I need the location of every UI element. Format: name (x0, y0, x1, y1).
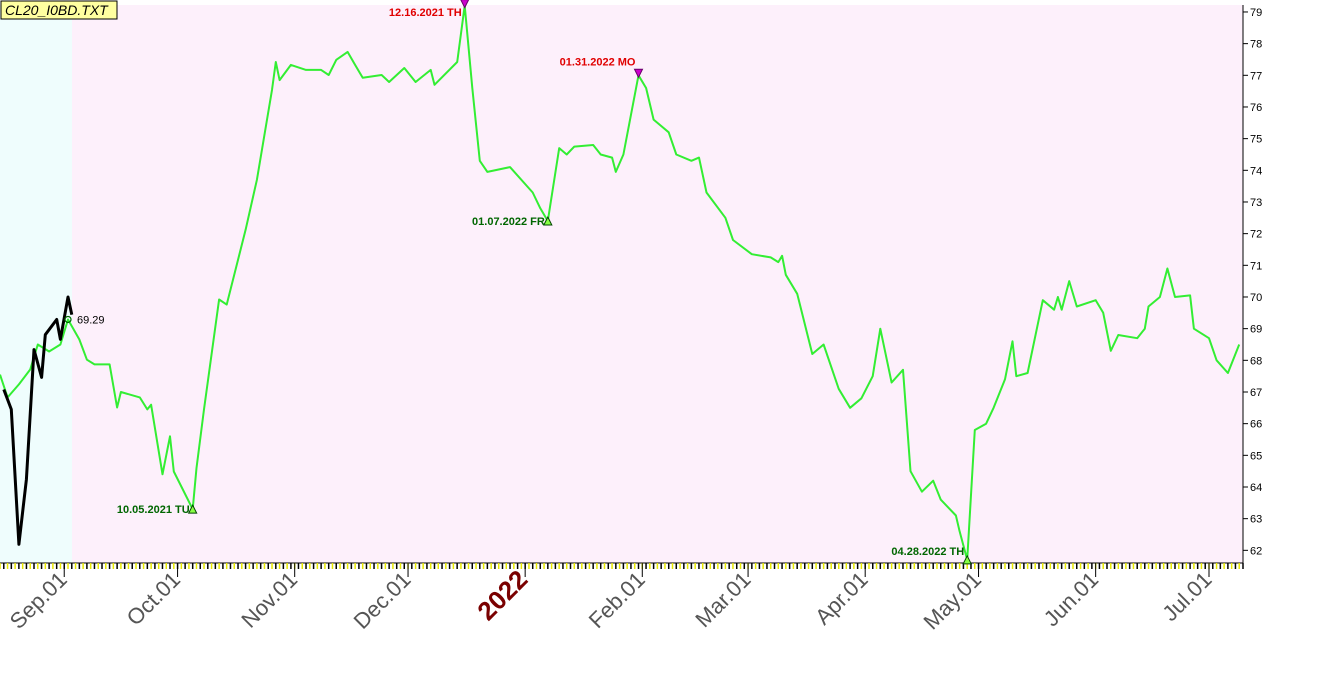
y-tick-label: 74 (1250, 165, 1262, 177)
low-marker (187, 504, 198, 514)
y-tick-label: 77 (1250, 70, 1262, 82)
y-tick-label: 79 (1250, 7, 1262, 19)
y-tick-label: 71 (1250, 260, 1262, 272)
y-tick-label: 68 (1250, 355, 1262, 367)
close-marker (64, 315, 72, 324)
y-tick-label: 75 (1250, 134, 1262, 146)
low-label: 01.07.2022 FR (472, 216, 545, 228)
y-tick-label: 63 (1250, 514, 1262, 526)
x-tick-label: May.01 (919, 567, 987, 635)
price-line (0, 4, 1241, 561)
low-marker (962, 554, 973, 565)
y-tick-label: 76 (1250, 102, 1262, 114)
x-tick-label: Nov.01 (236, 567, 302, 633)
low-label: 10.05.2021 TU (117, 504, 190, 516)
y-tick-label: 70 (1250, 292, 1262, 304)
x-tick-label: Jul.01 (1157, 567, 1216, 626)
high-marker (460, 0, 470, 9)
low-label: 04.28.2022 TH (891, 546, 964, 558)
x-tick-label: Mar.01 (690, 567, 755, 632)
chart-title: CL20_I0BD.TXT (5, 2, 109, 18)
high-label: 12.16.2021 TH (389, 7, 462, 19)
y-tick-label: 73 (1250, 197, 1262, 209)
x-tick-label: Jun.01 (1039, 567, 1103, 631)
high-label: 01.31.2022 MO (560, 56, 636, 68)
y-tick-label: 66 (1250, 419, 1262, 431)
title-box (0, 0, 118, 20)
y-tick-label: 78 (1250, 39, 1262, 51)
low-marker (543, 215, 553, 226)
y-tick-label: 67 (1250, 387, 1262, 399)
price-line (2, 295, 74, 546)
plot-background (0, 5, 1243, 563)
y-tick-label: 69 (1250, 324, 1262, 336)
y-tick-label: 62 (1250, 545, 1262, 557)
x-tick-label: Oct.01 (122, 567, 186, 631)
prior-contract-region (0, 5, 72, 563)
x-tick-label: Feb.01 (584, 567, 650, 633)
y-tick-label: 72 (1250, 229, 1262, 241)
y-tick-label: 64 (1250, 482, 1262, 494)
x-tick-label: 2022 (471, 564, 533, 626)
y-tick-label: 65 (1250, 450, 1262, 462)
annotations: 69.29 12.16.2021 TH 01.31.2022 MO 10.05.202… (64, 0, 973, 565)
close-label: 69.29 (77, 314, 105, 326)
x-tick-label: Sep.01 (5, 567, 72, 634)
x-tick-label: Dec.01 (349, 567, 416, 634)
x-tick-label: Apr.01 (810, 567, 873, 630)
series (0, 4, 1241, 561)
high-marker (633, 68, 644, 79)
